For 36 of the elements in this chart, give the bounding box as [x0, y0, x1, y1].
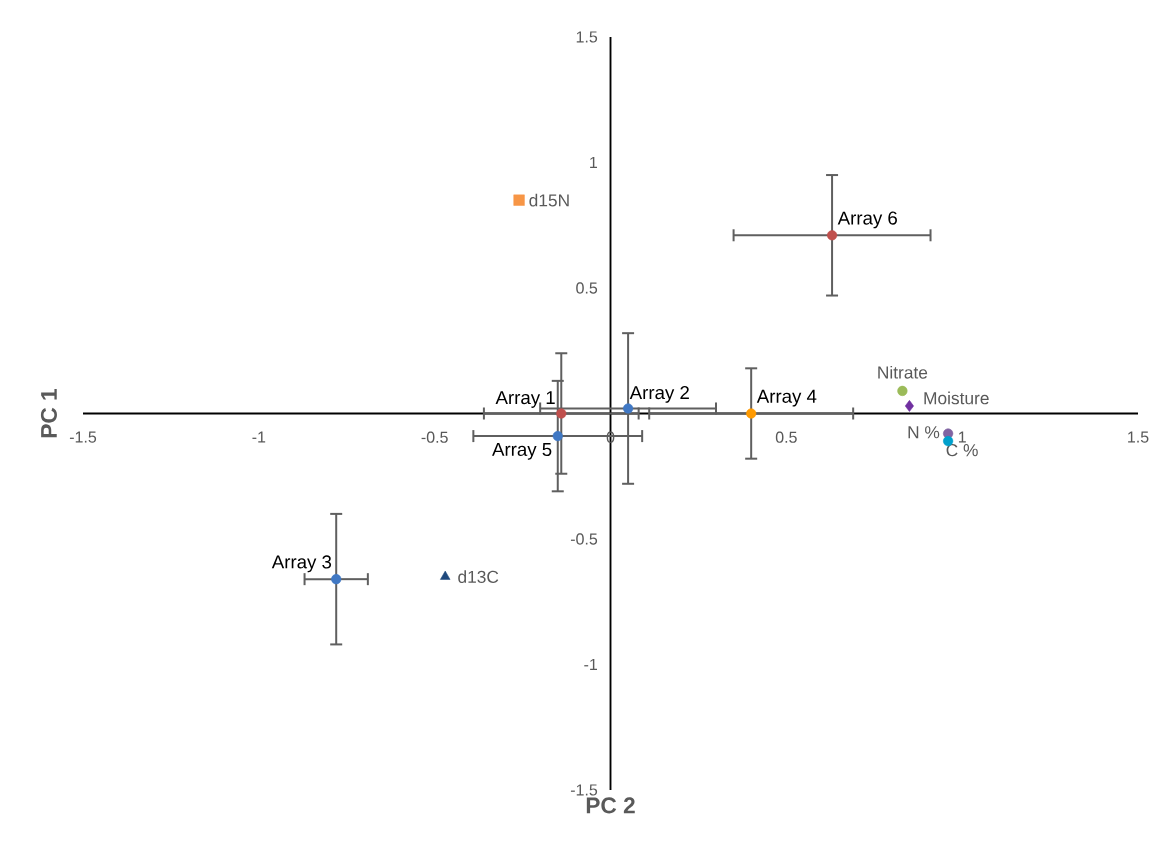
- series-label: N %: [908, 426, 940, 439]
- y-axis-title: PC 1: [40, 388, 57, 438]
- series-label: d13C: [458, 570, 499, 584]
- point: [897, 385, 908, 396]
- point: [440, 570, 451, 580]
- y-tick-label: -1.5: [570, 784, 598, 796]
- point: [331, 574, 342, 585]
- series-label: Moisture: [924, 391, 989, 405]
- series-label: Array 1: [495, 391, 555, 408]
- point: [556, 408, 567, 419]
- y-tick-label: -1: [584, 659, 598, 670]
- y-tick-label: 1: [590, 157, 598, 168]
- series-label: Array 5: [492, 443, 552, 460]
- y-tick-label: 1.5: [576, 31, 598, 43]
- series-label: d15N: [529, 193, 569, 207]
- series-label: Array 4: [756, 389, 817, 407]
- x-tick-label: -1.5: [69, 431, 97, 443]
- series-label: Array 3: [271, 555, 332, 573]
- point: [513, 194, 525, 206]
- x-axis-title: PC 2: [586, 797, 635, 814]
- point: [746, 408, 757, 419]
- y-tick-label: -0.5: [570, 533, 598, 545]
- y-tick-label: 0.5: [576, 282, 598, 294]
- series-label: Array 2: [629, 385, 689, 403]
- point: [904, 400, 914, 412]
- x-tick-label: -0.5: [421, 431, 448, 443]
- x-tick-label: 1: [958, 431, 966, 443]
- x-tick-label: 0.5: [775, 431, 797, 443]
- series-label: C %: [946, 444, 978, 457]
- series-label: Array 6: [837, 211, 897, 229]
- point: [623, 403, 634, 414]
- point: [552, 431, 563, 442]
- x-tick-label: -1: [252, 431, 266, 443]
- x-tick-label: 1.5: [1128, 431, 1149, 443]
- series-label: Nitrate: [878, 365, 928, 379]
- point: [826, 230, 838, 241]
